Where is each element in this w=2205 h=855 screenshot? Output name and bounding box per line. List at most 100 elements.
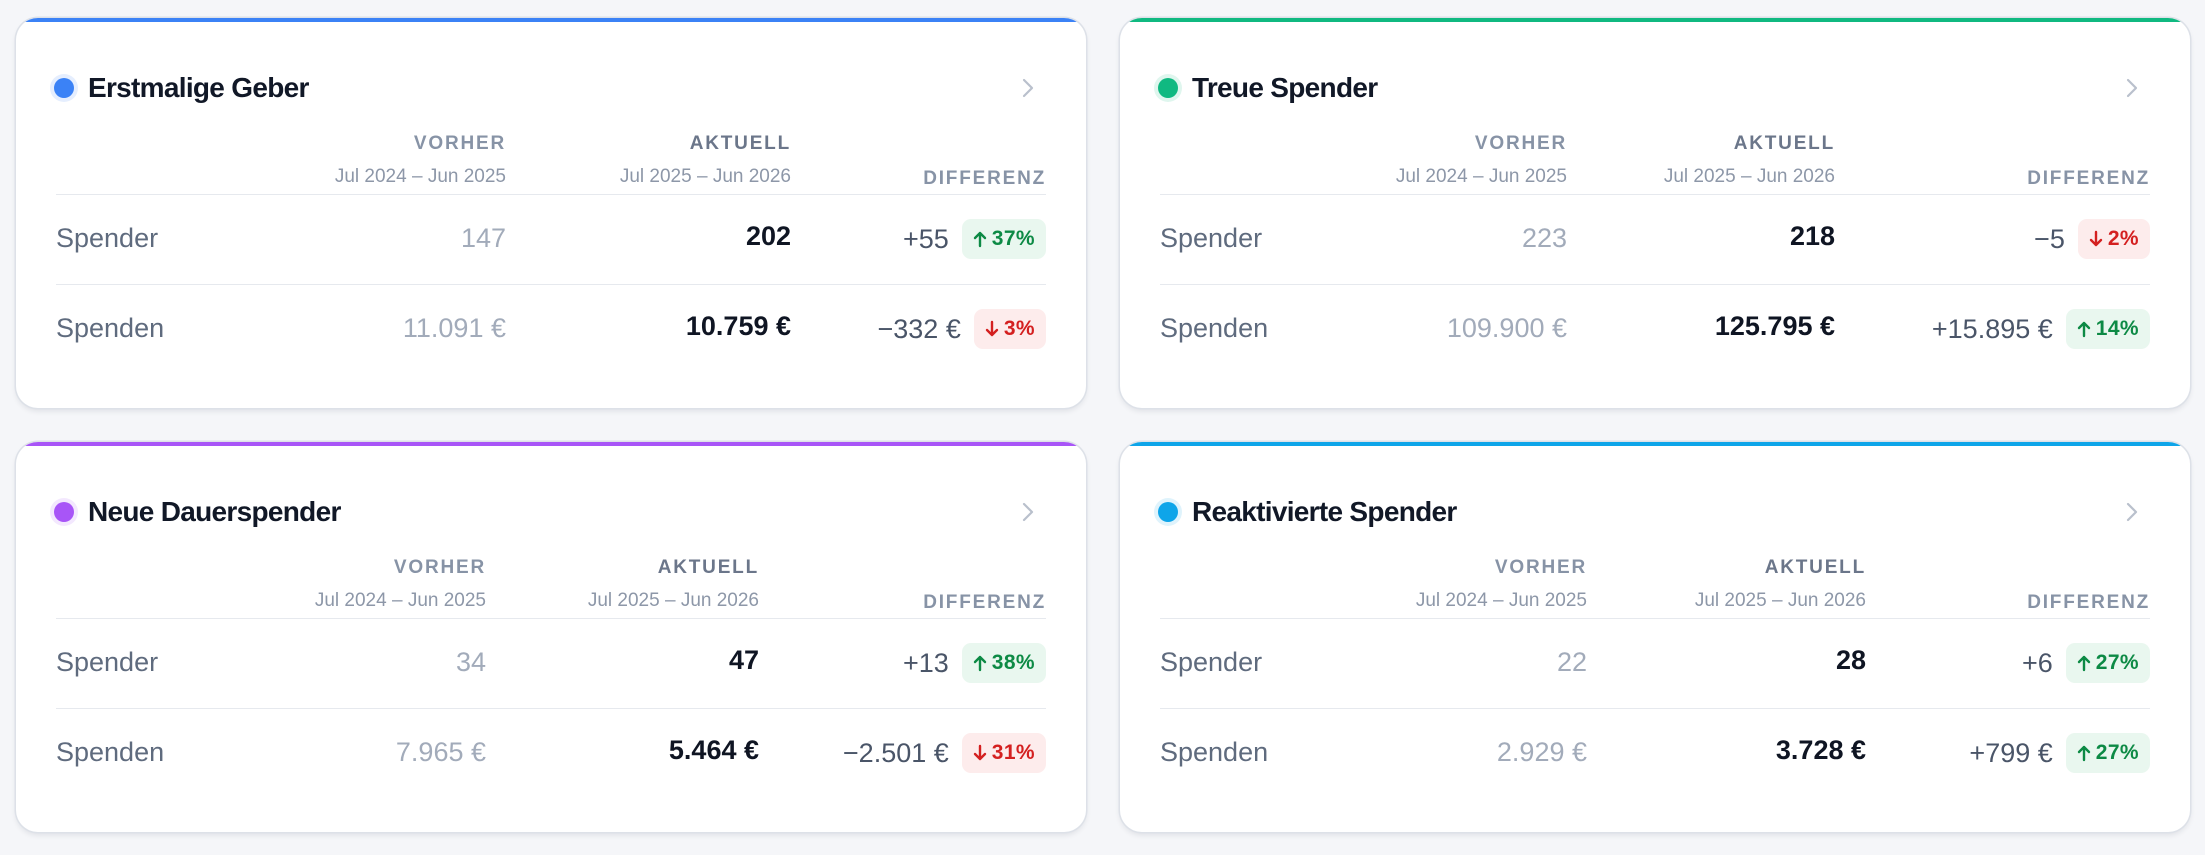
card-accent-bar [1120, 18, 2190, 22]
column-header-prev: VORHER [1474, 133, 1567, 154]
row-divider [56, 284, 1046, 285]
value-previous: 109.900 € [1446, 313, 1567, 343]
column-headers: VORHER Jul 2024 – Jun 2025 AKTUELL Jul 2025… [16, 551, 1086, 651]
column-header-prev: VORHER [393, 557, 486, 578]
open-details-button[interactable] [2112, 492, 2152, 532]
arrow-up-icon [973, 231, 986, 248]
arrow-up-icon [973, 655, 986, 672]
card-title: Reaktivierte Spender [1192, 496, 1457, 527]
change-percent: 38% [991, 651, 1035, 674]
segment-card: Treue Spender VORHER Jul 2024 – Jun 2025 AK… [1120, 18, 2190, 408]
card-accent-bar [16, 18, 1086, 22]
column-header-diff: DIFFERENZ [2027, 592, 2150, 613]
header-divider [56, 618, 1046, 619]
value-previous: 34 [455, 647, 486, 677]
chevron-right-icon [1022, 502, 1034, 522]
value-previous: 147 [460, 223, 506, 253]
column-header-prev: VORHER [1494, 557, 1587, 578]
value-previous: 7.965 € [395, 737, 486, 767]
column-header-diff: DIFFERENZ [2027, 168, 2150, 189]
difference-value: −5 [2034, 223, 2065, 254]
column-headers: VORHER Jul 2024 – Jun 2025 AKTUELL Jul 2025… [1120, 127, 2190, 227]
card-accent-bar [1120, 442, 2190, 446]
column-header-current: AKTUELL [1733, 133, 1835, 154]
value-current: 10.759 € [685, 311, 791, 341]
open-details-button[interactable] [2112, 68, 2152, 108]
row-label: Spenden [56, 737, 165, 767]
difference-value: +13 [902, 647, 949, 678]
change-percent: 31% [991, 741, 1035, 764]
column-range-prev: Jul 2024 – Jun 2025 [334, 166, 506, 187]
row-label: Spender [56, 223, 159, 253]
value-current: 5.464 € [668, 735, 759, 765]
card-title: Neue Dauerspender [88, 496, 341, 527]
change-percent: 27% [2095, 651, 2139, 674]
row-label: Spenden [1160, 313, 1269, 343]
difference-cell: −332 € 3% [878, 309, 1046, 349]
value-previous: 22 [1556, 647, 1587, 677]
row-label: Spender [1160, 647, 1263, 677]
segment-card: Erstmalige Geber VORHER Jul 2024 – Jun 202… [16, 18, 1086, 408]
difference-value: +6 [2021, 647, 2053, 678]
card-title: Erstmalige Geber [88, 72, 309, 103]
value-current: 202 [745, 221, 791, 251]
change-badge-increase: 27% [2065, 733, 2150, 773]
segment-card: Neue Dauerspender VORHER Jul 2024 – Jun 20… [16, 442, 1086, 832]
change-percent: 2% [2107, 227, 2139, 250]
column-header-prev: VORHER [413, 133, 506, 154]
change-badge-increase: 14% [2065, 309, 2150, 349]
difference-cell: −5 2% [2034, 219, 2150, 259]
arrow-up-icon [2077, 321, 2090, 338]
table-row: Spenden 7.965 € 5.464 € −2.501 € 31% [16, 722, 1086, 782]
table-row: Spenden 11.091 € 10.759 € −332 € 3% [16, 298, 1086, 358]
column-headers: VORHER Jul 2024 – Jun 2025 AKTUELL Jul 2025… [1120, 551, 2190, 651]
value-current: 47 [728, 645, 759, 675]
segment-card: Reaktivierte Spender VORHER Jul 2024 – Jun… [1120, 442, 2190, 832]
card-accent-bar [16, 442, 1086, 446]
segment-color-dot [1158, 502, 1178, 522]
row-label: Spender [1160, 223, 1263, 253]
difference-value: −2.501 € [842, 737, 949, 768]
card-header: Reaktivierte Spender [1158, 492, 2152, 532]
value-previous: 11.091 € [402, 313, 506, 343]
column-range-prev: Jul 2024 – Jun 2025 [1415, 590, 1587, 611]
arrow-up-icon [2077, 655, 2090, 672]
change-percent: 37% [991, 227, 1035, 250]
value-current: 218 [1789, 221, 1835, 251]
table-row: Spender 22 28 +6 27% [1120, 632, 2190, 692]
column-range-current: Jul 2025 – Jun 2026 [619, 166, 791, 187]
difference-value: +799 € [1969, 737, 2053, 768]
change-percent: 14% [2095, 317, 2139, 340]
difference-cell: +15.895 € 14% [1932, 309, 2150, 349]
header-divider [1160, 618, 2150, 619]
chevron-right-icon [2126, 78, 2138, 98]
change-badge-increase: 38% [961, 643, 1046, 683]
arrow-up-icon [2077, 745, 2090, 762]
table-row: Spenden 109.900 € 125.795 € +15.895 € 14% [1120, 298, 2190, 358]
change-percent: 27% [2095, 741, 2139, 764]
column-range-current: Jul 2025 – Jun 2026 [1694, 590, 1866, 611]
column-range-current: Jul 2025 – Jun 2026 [587, 590, 759, 611]
difference-cell: +799 € 27% [1969, 733, 2150, 773]
column-header-current: AKTUELL [1764, 557, 1866, 578]
open-details-button[interactable] [1008, 492, 1048, 532]
row-divider [1160, 284, 2150, 285]
header-divider [1160, 194, 2150, 195]
value-current: 3.728 € [1775, 735, 1866, 765]
change-badge-decrease: 31% [961, 733, 1046, 773]
arrow-down-icon [2089, 230, 2103, 247]
segment-color-dot [1158, 78, 1178, 98]
row-label: Spenden [1160, 737, 1269, 767]
value-previous: 223 [1521, 223, 1567, 253]
column-range-prev: Jul 2024 – Jun 2025 [314, 590, 486, 611]
segment-color-dot [54, 78, 74, 98]
chevron-right-icon [1022, 78, 1034, 98]
difference-cell: +13 38% [903, 643, 1046, 683]
difference-value: +55 [902, 223, 949, 254]
column-range-current: Jul 2025 – Jun 2026 [1663, 166, 1835, 187]
header-divider [56, 194, 1046, 195]
open-details-button[interactable] [1008, 68, 1048, 108]
row-label: Spenden [56, 313, 165, 343]
card-header: Treue Spender [1158, 68, 2152, 108]
column-headers: VORHER Jul 2024 – Jun 2025 AKTUELL Jul 2025… [16, 127, 1086, 227]
